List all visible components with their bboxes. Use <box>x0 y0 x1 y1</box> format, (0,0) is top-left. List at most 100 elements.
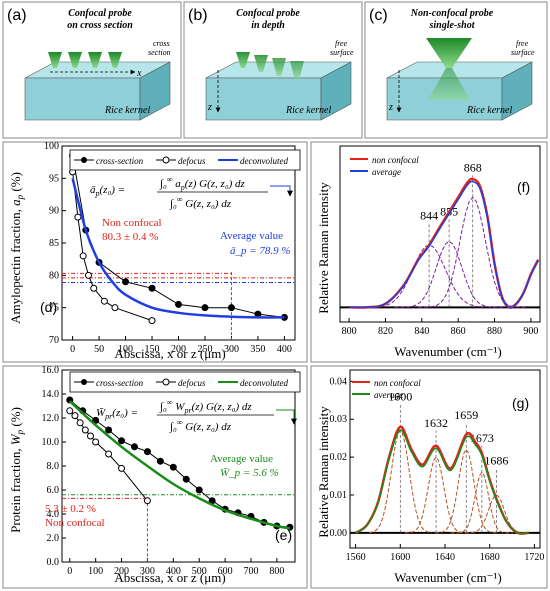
panel-e-plot: 0 100 200 300 400 500 600 700 800 0.0 2.0 4.0 6.0 8.0… <box>42 365 296 577</box>
x-tick-label: 1680 <box>480 552 500 563</box>
y-tick-label: 8.0 <box>47 461 60 472</box>
y-tick-label: 0.03 <box>330 414 348 425</box>
panel-d-average-label: Average value <box>220 230 283 242</box>
panel-a-title-1: Confocal probe <box>68 8 132 19</box>
point-defocus <box>90 284 98 292</box>
x-tick-label: 200 <box>114 566 129 577</box>
point-cross-section <box>175 300 182 308</box>
panel-c: (c) Non-confocal probe single-shot z fre… <box>364 1 548 139</box>
y-tick-label: 6.0 <box>47 485 60 496</box>
y-tick-label: 75 <box>49 303 59 314</box>
y-tick-label: 85 <box>49 238 59 249</box>
panel-b-title-2: in depth <box>251 20 285 31</box>
point-cross-section <box>92 416 100 424</box>
panel-e-nonconfocal-value: 5.3 ± 0.2 % <box>45 503 96 515</box>
panel-g-letter: (g) <box>512 395 529 411</box>
x-tick-label: 250 <box>197 344 212 355</box>
panel-a-axis: x <box>136 68 142 79</box>
x-tick-label: 900 <box>523 326 538 337</box>
point-cross-section <box>143 448 151 456</box>
y-tick-label: 16.0 <box>42 365 60 376</box>
peak-label: 1600 <box>388 389 412 403</box>
svg-text:∫₀∞ G(z, z₀) dz: ∫₀∞ G(z, z₀) dz <box>169 418 232 433</box>
panel-e-average-value: W̄_p = 5.6 % <box>220 467 279 479</box>
panel-b-annot-2: surface <box>330 48 354 57</box>
panel-g-xlabel: Wavenumber (cm⁻¹) <box>394 570 502 585</box>
peak-label: 1686 <box>484 454 508 468</box>
x-tick-label: 100 <box>118 344 133 355</box>
panel-c-annot-2: surface <box>511 48 535 57</box>
x-tick-label: 500 <box>192 566 207 577</box>
y-tick-label: 0.00 <box>330 528 348 539</box>
point-defocus <box>81 426 89 434</box>
panel-d: 0 50 100 150 200 250 300 350 400707580859095100 … <box>2 141 308 363</box>
panel-a-block: Rice kernel <box>104 105 150 116</box>
panel-c-letter: (c) <box>369 7 388 24</box>
point-cross-section <box>201 304 209 312</box>
panel-g-ylabel: Relative Raman intensity <box>316 406 331 538</box>
x-tick-label: 1640 <box>435 552 455 563</box>
x-tick-label: 0 <box>67 566 72 577</box>
x-tick-label: 50 <box>94 344 104 355</box>
panel-g-legend: non confocal average <box>352 378 421 400</box>
panel-e-nonconfocal-label: Non confocal <box>45 517 105 529</box>
y-tick-label: 90 <box>49 206 59 217</box>
panel-c-axis: z <box>388 102 393 113</box>
svg-text:āp(z₀) =: āp(z₀) = <box>90 184 125 198</box>
y-tick-label: 0.01 <box>330 490 348 501</box>
panel-d-average-value: ā_p = 78.9 % <box>230 245 291 257</box>
series-non-confocal <box>349 177 540 309</box>
x-tick-label: 150 <box>145 344 160 355</box>
series-deconvoluted <box>71 177 285 319</box>
x-tick-label: 400 <box>166 566 181 577</box>
x-tick-label: 800 <box>269 566 284 577</box>
x-tick-label: 700 <box>243 566 258 577</box>
panel-b-title-1: Confocal probe <box>236 8 300 19</box>
x-tick-label: 400 <box>277 344 292 355</box>
panel-f-legend: non confocal average <box>350 155 419 177</box>
x-tick-label: 300 <box>224 344 239 355</box>
x-tick-label: 1560 <box>346 552 366 563</box>
legend-f-nonconfocal: non confocal <box>372 155 419 165</box>
block-side <box>139 61 171 121</box>
panel-a-annot-2: section <box>148 48 171 57</box>
panel-d-nonconfocal-label: Non confocal <box>102 217 162 229</box>
point-defocus <box>84 271 92 279</box>
point-defocus <box>118 464 126 472</box>
nonconfocal-probe <box>426 38 472 100</box>
panel-g-plot: 1560 1600 1640 1680 1720 0.00 0.01 0.02 0.03 0.04… <box>330 369 544 563</box>
component-peak <box>404 456 468 534</box>
x-tick-label: 860 <box>451 326 466 337</box>
y-tick-label: 14.0 <box>42 389 60 400</box>
peak-label: 1632 <box>424 416 448 430</box>
panel-a-letter: (a) <box>7 7 27 24</box>
confocal-probes-a <box>48 52 122 68</box>
panel-b-annot-1: free <box>335 39 348 48</box>
series-average <box>349 180 539 309</box>
legend-g-average: average <box>374 390 403 400</box>
y-tick-label: 0.02 <box>330 452 348 463</box>
y-tick-label: 100 <box>44 141 59 152</box>
panel-c-annot-1: free <box>516 39 529 48</box>
point-cross-section <box>227 304 235 312</box>
y-tick-label: 2.0 <box>47 533 60 544</box>
point-defocus <box>143 497 151 505</box>
point-cross-section <box>148 284 156 292</box>
x-tick-label: 300 <box>140 566 155 577</box>
svg-text:∫₀∞ G(z, z₀) dz: ∫₀∞ G(z, z₀) dz <box>169 195 232 210</box>
y-tick-label: 70 <box>49 335 59 346</box>
plot-frame <box>61 145 296 341</box>
legend-d-cross: cross-section <box>96 156 144 166</box>
panel-c-title-2: single-shot <box>428 20 475 31</box>
panel-e-legend: cross-section defocus deconvoluted <box>69 371 301 393</box>
point-defocus <box>76 419 84 427</box>
point-cross-section <box>118 437 126 445</box>
plot-frame <box>339 145 541 323</box>
panel-f-xlabel: Wavenumber (cm⁻¹) <box>394 344 502 359</box>
panel-e: 0 100 200 300 400 500 600 700 800 0.0 2.0 4.0 6.0 8.0… <box>2 365 308 589</box>
panel-b-axis: z <box>207 102 212 113</box>
panel-b-block: Rice kernel <box>285 105 331 116</box>
x-tick-label: 820 <box>378 326 393 337</box>
